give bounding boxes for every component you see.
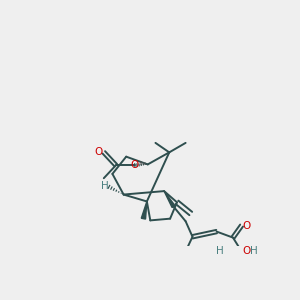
- Text: H: H: [101, 181, 109, 191]
- Text: H: H: [250, 246, 257, 256]
- Text: O: O: [243, 220, 251, 231]
- Text: ite: ite: [140, 161, 147, 166]
- Text: O: O: [243, 246, 251, 256]
- Text: O: O: [131, 160, 139, 170]
- Polygon shape: [164, 191, 175, 208]
- Polygon shape: [141, 201, 147, 219]
- Text: H: H: [216, 246, 224, 256]
- Text: O: O: [94, 147, 103, 158]
